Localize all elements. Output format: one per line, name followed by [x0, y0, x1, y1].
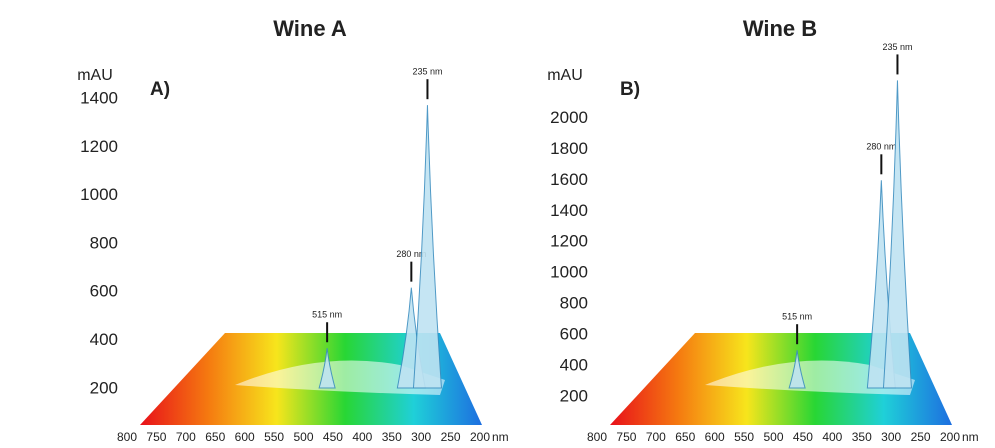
y-tick-label: 800	[90, 233, 118, 252]
peak-label: 235 nm	[412, 67, 442, 77]
x-tick-label: 200	[940, 430, 960, 444]
x-tick-label: 250	[911, 430, 931, 444]
chart-title: Wine A	[273, 16, 347, 41]
x-tick-label: 600	[235, 430, 255, 444]
x-tick-label: 600	[705, 430, 725, 444]
y-tick-label: 1200	[550, 232, 588, 251]
y-tick-label: 2000	[550, 108, 588, 127]
y-tick-label: 200	[90, 378, 118, 397]
chart-title: Wine B	[743, 16, 817, 41]
x-tick-label: 400	[822, 430, 842, 444]
x-tick-label: 300	[411, 430, 431, 444]
x-axis-label: nm	[962, 430, 979, 444]
y-tick-label: 1400	[550, 201, 588, 220]
spectrum-haze	[235, 360, 445, 395]
x-tick-label: 300	[881, 430, 901, 444]
x-tick-label: 350	[382, 430, 402, 444]
y-axis-label: mAU	[547, 67, 583, 84]
peak-label: 280 nm	[396, 249, 426, 259]
x-tick-label: 650	[205, 430, 225, 444]
peak-label: 235 nm	[882, 42, 912, 52]
x-tick-label: 450	[323, 430, 343, 444]
spectrum-haze	[705, 360, 915, 395]
y-tick-label: 1200	[80, 137, 118, 156]
panel-label: B)	[620, 79, 640, 100]
panel-label: A)	[150, 79, 170, 100]
y-tick-label: 200	[560, 387, 588, 406]
x-tick-label: 700	[646, 430, 666, 444]
x-tick-label: 700	[176, 430, 196, 444]
x-axis-label: nm	[492, 430, 509, 444]
y-tick-label: 1600	[550, 170, 588, 189]
x-tick-label: 250	[441, 430, 461, 444]
y-tick-label: 400	[560, 356, 588, 375]
x-tick-label: 650	[675, 430, 695, 444]
y-tick-label: 1000	[80, 185, 118, 204]
y-tick-label: 600	[560, 325, 588, 344]
x-tick-label: 800	[117, 430, 137, 444]
x-tick-label: 750	[146, 430, 166, 444]
x-tick-label: 500	[293, 430, 313, 444]
x-tick-label: 350	[852, 430, 872, 444]
x-tick-label: 550	[264, 430, 284, 444]
y-tick-label: 800	[560, 294, 588, 313]
spectrum-peak	[788, 350, 806, 389]
y-tick-label: 1000	[550, 263, 588, 282]
spectrum-peak	[318, 348, 336, 389]
x-tick-label: 400	[352, 430, 372, 444]
peak-label: 515 nm	[782, 312, 812, 322]
y-tick-label: 600	[90, 282, 118, 301]
x-tick-label: 750	[616, 430, 636, 444]
y-tick-label: 1400	[80, 89, 118, 108]
x-tick-label: 450	[793, 430, 813, 444]
x-tick-label: 550	[734, 430, 754, 444]
peak-label: 515 nm	[312, 310, 342, 320]
peak-label: 280 nm	[866, 142, 896, 152]
x-tick-label: 500	[763, 430, 783, 444]
spectrum-peak	[882, 80, 912, 389]
y-axis-label: mAU	[77, 67, 113, 84]
x-tick-label: 800	[587, 430, 607, 444]
x-tick-label: 200	[470, 430, 490, 444]
y-tick-label: 1800	[550, 139, 588, 158]
y-tick-label: 400	[90, 330, 118, 349]
spectrum-peak	[412, 105, 442, 389]
